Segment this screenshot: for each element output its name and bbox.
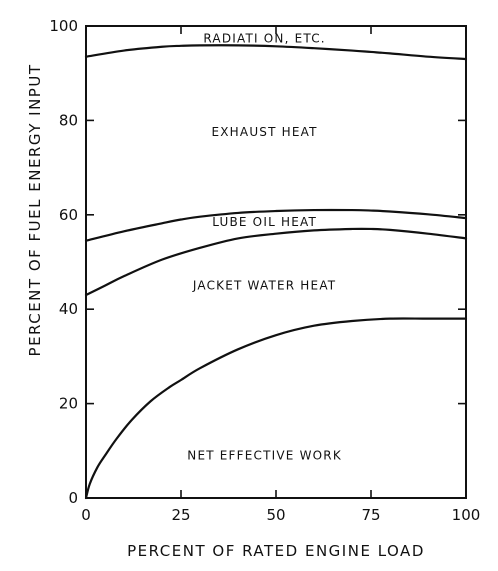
axis-ticks	[85, 25, 467, 499]
x-tick-label-0: 0	[81, 506, 91, 524]
net-effective-work-label: NET EFFECTIVE WORK	[187, 449, 342, 463]
jacket-water-heat-curve	[84, 227, 468, 297]
x-axis-title: PERCENT OF RATED ENGINE LOAD	[127, 542, 425, 560]
net-effective-work-curve	[84, 317, 468, 500]
jacket-water-heat-label: JACKET WATER HEAT	[192, 279, 336, 293]
y-tick-label-100: 100	[49, 17, 78, 35]
y-axis-title: PERCENT OF FUEL ENERGY INPUT	[26, 64, 44, 357]
plot-frame	[85, 25, 467, 499]
x-tick-label-25: 25	[171, 506, 190, 524]
y-tick-label-20: 20	[59, 395, 78, 413]
x-tick-label-75: 75	[361, 506, 380, 524]
plot-border	[85, 25, 467, 499]
y-tick-label-60: 60	[59, 206, 78, 224]
curves	[84, 44, 468, 500]
x-tick-label-100: 100	[452, 506, 481, 524]
x-tick-label-50: 50	[266, 506, 285, 524]
lube-oil-heat-label: LUBE OIL HEAT	[212, 215, 317, 229]
y-tick-label-0: 0	[68, 489, 78, 507]
tick-labels: 0 25 50 75 100 0 20 40 60 80 100	[49, 17, 480, 524]
y-tick-label-80: 80	[59, 111, 78, 129]
exhaust-heat-label: EXHAUST HEAT	[211, 125, 317, 139]
y-tick-label-40: 40	[59, 300, 78, 318]
radiation-curve	[84, 44, 468, 61]
radiation-label: RADIATI ON, ETC.	[203, 32, 325, 46]
region-labels: RADIATI ON, ETC. EXHAUST HEAT LUBE OIL HEA…	[187, 32, 342, 463]
lube-oil-heat-curve	[84, 208, 468, 242]
